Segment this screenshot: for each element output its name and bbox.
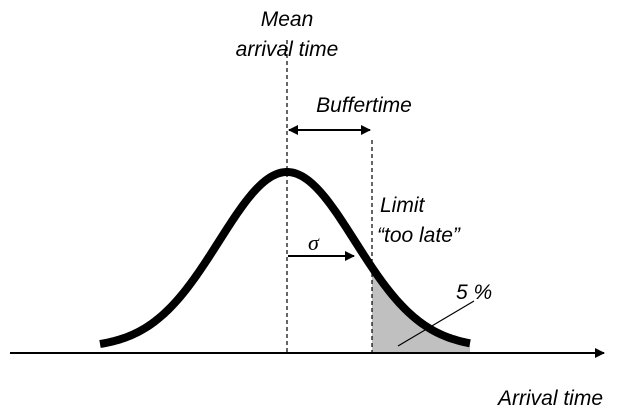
percent-label: 5 %: [456, 281, 492, 304]
pointer-line: [397, 300, 475, 347]
limit-label: Limit: [380, 194, 426, 217]
mean-label: Mean: [261, 8, 314, 31]
mean-label: arrival time: [236, 38, 339, 61]
tail-area: [372, 267, 470, 353]
axis-label: Arrival time: [496, 387, 603, 410]
distribution-curve: [99, 168, 471, 348]
limit-label: “too late”: [377, 224, 461, 247]
buffer-label: Buffertime: [316, 94, 412, 117]
sigma-label: σ: [308, 230, 320, 255]
